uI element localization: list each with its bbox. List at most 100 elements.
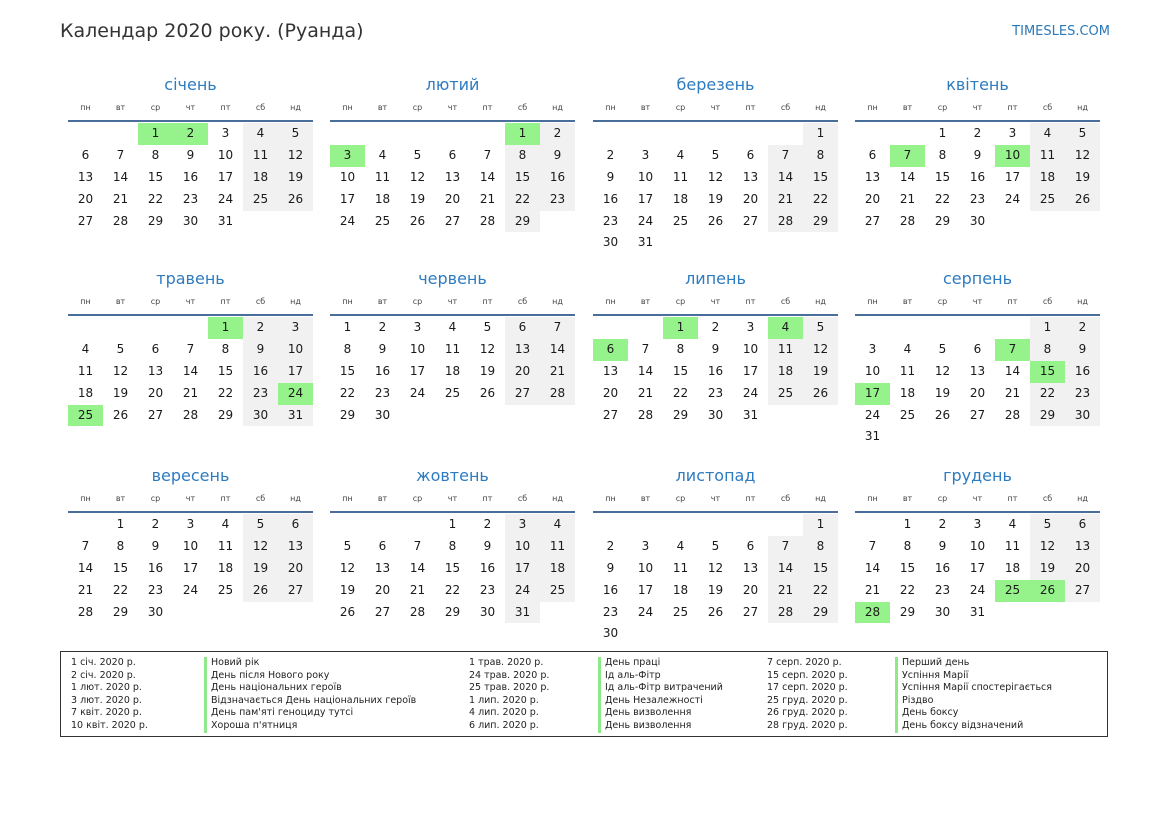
day-cell: 14 [409, 560, 426, 575]
day-cell: 4 [378, 147, 387, 162]
day-cell: 20 [1065, 557, 1100, 580]
month-name: червень [418, 269, 487, 288]
day-cell: 20 [742, 191, 759, 206]
day-cell: 24 [637, 604, 654, 619]
day-cell: 23 [969, 191, 986, 206]
month-name: вересень [151, 466, 230, 485]
day-cell: 4 [903, 341, 912, 356]
day-cell: 25 [444, 385, 461, 400]
empty-cell [593, 123, 628, 145]
day-cell: 22 [803, 579, 838, 602]
holiday-name: Успіння Марії спостерігається [895, 682, 1052, 695]
day-cell: 4 [676, 538, 685, 553]
holiday-day: 25 [995, 579, 1030, 602]
empty-cell [628, 123, 663, 145]
holiday-dates-col: 7 серп. 2020 р. 15 серп. 2020 р. 17 серп. … [767, 657, 848, 733]
day-cell: 2 [711, 320, 720, 334]
holiday-day: 3 [330, 144, 365, 167]
weekday-label: ср [937, 103, 948, 112]
day-cell: 23 [934, 582, 951, 597]
day-cell: 20 [864, 191, 881, 206]
empty-cell [855, 514, 890, 536]
weekday-label: пн [80, 297, 91, 306]
weekday-label: сб [780, 494, 791, 503]
day-cell: 24 [1004, 191, 1021, 206]
month-12: грудень пн вт ср чт пт сб нд 1 2 3 4 5 6 7 8 9 10 11 12 13 14… [855, 463, 1100, 624]
day-cell: 9 [483, 538, 492, 553]
empty-cell [138, 317, 173, 339]
day-cell: 17 [637, 582, 654, 597]
day-cell: 20 [505, 360, 540, 383]
weekday-label: пн [867, 103, 878, 112]
day-cell: 22 [803, 188, 838, 211]
day-cell: 23 [707, 385, 724, 400]
day-cell: 13 [864, 169, 881, 184]
holiday-name: Новий рік [204, 657, 416, 670]
day-cell: 24 [864, 407, 881, 422]
day-cell: 8 [448, 538, 457, 553]
day-cell: 14 [864, 560, 881, 575]
day-cell: 5 [116, 341, 125, 356]
day-cell: 6 [278, 514, 313, 536]
weekday-label: вт [902, 103, 913, 112]
holiday-date: 1 трав. 2020 р. [469, 657, 544, 668]
day-cell: 15 [112, 560, 129, 575]
day-cell: 15 [803, 166, 838, 189]
weekday-label: пт [745, 494, 756, 503]
day-cell: 28 [768, 210, 803, 233]
day-cell: 28 [479, 213, 496, 228]
day-cell: 30 [243, 404, 278, 427]
day-grid: 1 2 3 4 5 6 7 8 9 10 11 12 13 14 15 16 17 18 19 20 21 22 23 24 2… [330, 514, 575, 624]
day-cell: 23 [602, 604, 619, 619]
day-cell: 5 [1065, 123, 1100, 145]
day-cell: 26 [1065, 188, 1100, 211]
month-5: травень пн вт ср чт пт сб нд 1 2 3 4 5 6 7 8 9 10 11 12 13 14… [68, 266, 313, 427]
weekday-label: сб [1042, 103, 1053, 112]
day-cell: 8 [116, 538, 125, 553]
weekday-header: пн вт ср чт пт сб нд [593, 100, 838, 122]
day-cell: 18 [217, 560, 234, 575]
day-cell: 9 [938, 538, 947, 553]
day-cell: 3 [868, 341, 877, 356]
month-name: липень [685, 269, 746, 288]
day-cell: 24 [637, 213, 654, 228]
weekday-label: пт [1007, 103, 1018, 112]
month-name: березень [676, 75, 755, 94]
day-cell: 21 [479, 191, 496, 206]
day-cell: 7 [413, 538, 422, 553]
day-cell: 11 [540, 535, 575, 558]
empty-cell [68, 514, 103, 536]
day-cell: 18 [672, 582, 689, 597]
day-cell: 29 [803, 210, 838, 233]
month-7: липень пн вт ср чт пт сб нд 1 2 3 4 5 6 7 8 9 10 11 12 13 14 1… [593, 266, 838, 426]
day-cell: 26 [934, 407, 951, 422]
day-cell: 12 [479, 341, 496, 356]
site-link[interactable]: TIMESLES.COM [1012, 24, 1110, 39]
holiday-day: 4 [768, 317, 803, 339]
day-cell: 7 [768, 144, 803, 167]
weekday-label: чт [710, 103, 721, 112]
day-cell: 16 [602, 191, 619, 206]
month-2: лютий пн вт ср чт пт сб нд 1 2 3 4 5 6 7 8 9 10 11 12 13 14 15… [330, 72, 575, 233]
day-cell: 2 [483, 517, 492, 531]
empty-cell [330, 123, 365, 145]
day-cell: 17 [742, 363, 759, 378]
empty-cell [995, 317, 1030, 339]
day-cell: 25 [540, 579, 575, 602]
day-cell: 8 [676, 341, 685, 356]
empty-cell [593, 514, 628, 536]
holiday-date: 7 серп. 2020 р. [767, 657, 842, 668]
day-cell: 11 [217, 538, 234, 553]
day-cell: 13 [278, 535, 313, 558]
day-cell: 16 [243, 360, 278, 383]
day-cell: 8 [803, 535, 838, 558]
month-name: лютий [425, 75, 480, 94]
holiday-date: 26 груд. 2020 р. [767, 707, 848, 719]
day-cell: 2 [938, 517, 947, 531]
day-cell: 16 [540, 166, 575, 189]
day-cell: 24 [505, 579, 540, 602]
weekday-label: вт [640, 103, 651, 112]
holiday-date: 10 квіт. 2020 р. [71, 719, 148, 731]
day-cell: 26 [409, 213, 426, 228]
day-cell: 20 [969, 385, 986, 400]
